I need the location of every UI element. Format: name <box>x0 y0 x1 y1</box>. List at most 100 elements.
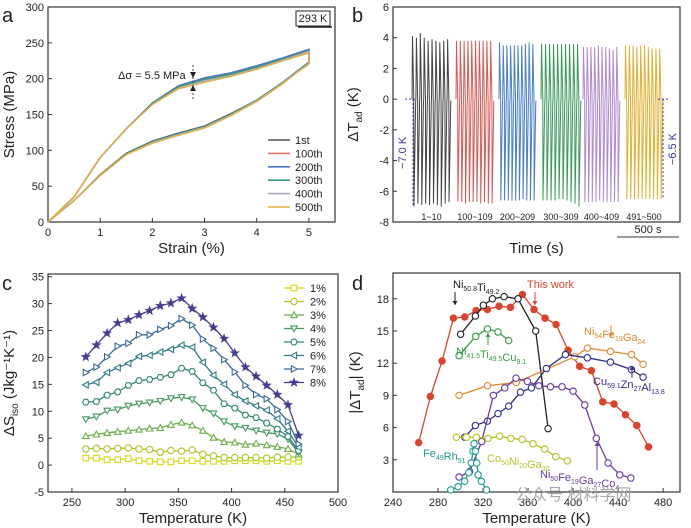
data-point-circle <box>471 421 480 430</box>
data-point-circle <box>82 445 90 453</box>
y-axis-label-part: ΔT <box>345 123 362 142</box>
data-point-circle <box>188 446 196 454</box>
temperature-cycle-group <box>498 42 537 201</box>
data-point-hexagon <box>103 391 111 399</box>
data-point-circle <box>535 381 543 390</box>
data-point-circle <box>220 453 228 462</box>
y-axis-label-b: ΔTad (K) <box>345 87 365 141</box>
data-point-circle <box>583 354 592 362</box>
series-label: Ni54Fe19Ga24 <box>584 326 645 346</box>
x-tick-label-a: 5 <box>306 227 312 239</box>
data-point-circle <box>552 320 560 329</box>
y-tick-label-b: 2 <box>383 63 389 75</box>
data-point-circle <box>516 388 525 396</box>
data-point-circle <box>489 391 498 400</box>
data-point-star <box>133 309 145 320</box>
data-point-circle <box>454 482 462 491</box>
label-element: Ni <box>509 456 519 468</box>
data-point-circle <box>542 364 551 373</box>
y-tick-label-b: 6 <box>383 2 389 14</box>
legend-label: 5% <box>310 337 326 349</box>
data-point-triangle-right <box>93 362 101 372</box>
label-subscript: 49.2 <box>486 289 500 296</box>
y-axis-label-part: (Jkg⁻¹K⁻¹) <box>1 330 18 403</box>
data-point-triangle-right <box>252 390 261 399</box>
data-point-circle <box>494 409 502 418</box>
entropy-series-7% <box>82 314 303 449</box>
data-point-triangle-up <box>283 444 293 453</box>
data-point-hexagon <box>290 338 298 346</box>
data-point-triangle-down <box>209 410 218 418</box>
hysteresis-arrows <box>190 72 196 91</box>
data-point-triangle-up <box>219 437 229 446</box>
adiabatic-series <box>455 344 647 400</box>
label-element: Rh <box>444 451 458 463</box>
data-point-triangle-down <box>251 427 261 435</box>
data-point-triangle-left <box>177 340 185 350</box>
data-point-star <box>293 429 304 440</box>
y-axis-label-part: ΔS <box>1 416 18 436</box>
y-tick-label-c: -5 <box>34 487 44 499</box>
label-element: Zn <box>621 379 634 391</box>
data-point-triangle-right <box>290 364 299 374</box>
data-point-circle <box>446 486 455 494</box>
label-subscript: 50.8 <box>463 286 477 293</box>
label-subscript: 20 <box>519 463 527 470</box>
y-tick-label-c: 0 <box>38 460 44 472</box>
data-point-circle <box>583 344 592 352</box>
y-tick-label-d: 18 <box>377 294 389 306</box>
series-label: Ni41.5Ti49.5Cu9.1 <box>456 346 526 366</box>
x-axis-label-d: Temperature (K) <box>482 510 590 527</box>
data-point-circle <box>621 410 630 419</box>
label-subscript: 27 <box>594 482 602 489</box>
data-point-square <box>167 458 175 466</box>
adiabatic-series <box>452 432 572 465</box>
y-axis-label-d: |ΔTad| (K) <box>347 351 367 413</box>
data-point-triangle-right <box>157 325 165 334</box>
data-point-triangle-down <box>262 429 271 438</box>
data-point-circle <box>633 421 641 430</box>
data-point-star <box>261 379 272 390</box>
y-tick-label-d: 9 <box>383 390 389 402</box>
data-point-circle <box>455 473 463 481</box>
adiabatic-series <box>446 439 491 494</box>
legend-label: 7% <box>310 364 326 376</box>
data-point-triangle-left <box>113 363 121 372</box>
legend-label: 8% <box>310 378 326 390</box>
data-point-hexagon <box>113 388 122 396</box>
data-point-circle <box>113 444 122 453</box>
data-point-triangle-left <box>283 427 292 436</box>
label-element: Cu <box>593 376 607 388</box>
data-point-circle <box>606 347 615 356</box>
data-point-star <box>176 292 187 303</box>
data-point-circle <box>482 486 491 494</box>
data-point-triangle-up <box>156 423 165 432</box>
data-point-circle <box>284 453 292 461</box>
data-point-star <box>123 314 134 325</box>
y-tick-label-d: 3 <box>383 455 389 467</box>
data-point-circle <box>518 290 527 299</box>
data-point-triangle-left <box>187 343 196 352</box>
label-element: Ga <box>527 459 543 471</box>
x-tick-label-d: 400 <box>564 497 582 509</box>
data-point-triangle-right <box>114 341 123 351</box>
data-point-triangle-up <box>102 428 112 436</box>
y-tick-label-c: 5 <box>38 433 44 445</box>
y-tick-label-b: -6 <box>379 186 389 198</box>
cycle-group-label: 400~409 <box>584 212 619 222</box>
data-point-circle <box>627 474 635 482</box>
y-axis-label-subscript: ad <box>356 379 367 390</box>
legend-label: 2% <box>310 297 326 309</box>
x-tick-label-c: 250 <box>63 497 81 509</box>
data-point-triangle-left <box>123 359 132 368</box>
data-point-circle <box>512 374 520 382</box>
temperature-label: 293 K <box>299 13 328 25</box>
data-point-circle <box>639 373 647 381</box>
data-point-triangle-up <box>81 431 90 440</box>
data-point-circle <box>241 453 250 462</box>
data-point-triangle-left <box>230 390 238 399</box>
data-point-triangle-up <box>209 433 218 441</box>
data-point-hexagon <box>209 386 218 394</box>
data-point-circle <box>262 454 271 462</box>
x-tick-label-a: 4 <box>254 227 260 239</box>
